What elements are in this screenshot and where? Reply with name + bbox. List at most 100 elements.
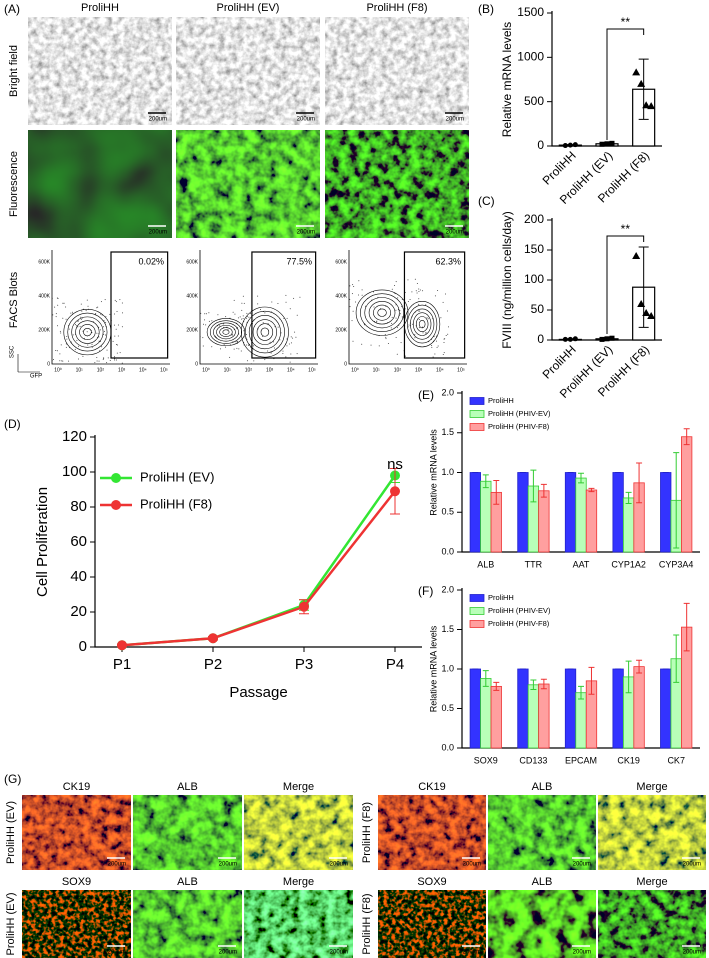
facs-event: [77, 326, 79, 328]
facs-event: [415, 290, 417, 292]
facs-event: [202, 337, 204, 339]
facs-event: [395, 317, 397, 319]
column-header: CK19: [63, 781, 91, 793]
facs-event: [433, 336, 435, 338]
facs-event: [55, 350, 57, 352]
facs-event: [436, 340, 438, 342]
bar: [527, 684, 540, 749]
facs-event: [65, 346, 67, 348]
facs-event: [82, 355, 84, 357]
facs-event: [277, 326, 279, 328]
facs-x-tick: 10³: [118, 367, 126, 373]
data-point: [562, 336, 568, 342]
facs-event: [440, 317, 442, 319]
scale-bar-label: 200um: [446, 117, 464, 123]
facs-event: [378, 345, 380, 347]
row-label: ProliHH (EV): [5, 893, 17, 956]
error-bar: [578, 685, 584, 700]
facs-event: [245, 334, 247, 336]
micrograph: [244, 890, 353, 958]
bar: [469, 668, 481, 749]
facs-event: [204, 313, 206, 315]
legend-marker: [111, 473, 121, 483]
y-tick-label: 80: [70, 498, 87, 515]
facs-event: [112, 340, 114, 342]
bar: [660, 472, 672, 553]
facs-y-tick: 600K: [38, 259, 50, 265]
facs-event: [202, 323, 204, 325]
facs-event: [59, 360, 61, 362]
facs-event: [419, 289, 421, 291]
panel-label: (C): [478, 194, 495, 208]
facs-event: [391, 288, 393, 290]
facs-event: [283, 317, 285, 319]
legend-swatch: [469, 607, 485, 615]
facs-contour: [415, 316, 429, 332]
column-header: CK19: [418, 781, 446, 793]
facs-event: [229, 356, 231, 358]
facs-event: [223, 323, 225, 325]
facs-x-tick: 10⁵: [457, 367, 465, 373]
facs-event: [352, 310, 354, 312]
facs-event: [404, 355, 406, 357]
facs-event: [68, 360, 70, 362]
legend-label: ProliHH: [488, 593, 514, 602]
scale-bar-label: 200um: [108, 950, 126, 956]
x-tick-label: SOX9: [474, 755, 498, 765]
micrograph: [28, 17, 172, 125]
facs-contour: [244, 310, 285, 354]
error-bar: [625, 660, 632, 694]
facs-event: [103, 333, 105, 335]
column-header: Merge: [283, 781, 314, 793]
facs-event: [98, 336, 100, 338]
facs-contour: [222, 329, 230, 335]
facs-event: [102, 358, 104, 360]
facs-axes: [348, 250, 467, 365]
facs-event: [418, 303, 420, 305]
error-bar: [493, 681, 500, 691]
facs-event: [436, 346, 438, 348]
facs-event: [271, 301, 273, 303]
facs-event: [407, 301, 409, 303]
facs-event: [399, 313, 401, 315]
y-tick-label: 100: [524, 272, 544, 286]
column-header: ALB: [532, 781, 553, 793]
row-label: ProliHH (F8): [361, 802, 373, 863]
facs-contour: [355, 289, 409, 336]
facs-event: [65, 318, 67, 320]
facs-event: [121, 362, 123, 364]
panel-label: (E): [418, 388, 434, 402]
error-bar: [636, 659, 643, 674]
bar: [480, 678, 492, 749]
facs-contour: [256, 323, 274, 341]
scale-bar-label: 200um: [573, 950, 591, 956]
bar: [480, 480, 492, 553]
data-point: [642, 101, 651, 109]
column-header: ProliHH (F8): [366, 2, 427, 14]
facs-event: [102, 326, 104, 328]
data-point: [567, 142, 573, 148]
legend-label: ProliHH (PHIV-F8): [488, 422, 550, 431]
bar: [575, 477, 587, 553]
facs-event: [63, 302, 65, 304]
facs-event: [101, 346, 103, 348]
facs-event: [361, 343, 363, 345]
bar: [660, 668, 672, 749]
scale-bar-label: 200um: [463, 950, 481, 956]
facs-x-tick: 10⁵: [308, 367, 316, 373]
error-bar: [530, 679, 537, 691]
y-tick-label: 0: [79, 638, 87, 655]
facs-event: [87, 305, 89, 307]
facs-event: [96, 357, 98, 359]
facs-event: [72, 334, 74, 336]
facs-event: [60, 344, 62, 346]
y-tick-label: 150: [524, 242, 544, 256]
x-tick-label: P1: [113, 656, 131, 673]
facs-contour: [364, 297, 400, 329]
facs-event: [115, 301, 117, 303]
facs-event: [113, 324, 115, 326]
facs-event: [418, 318, 420, 320]
facs-event: [205, 324, 207, 326]
